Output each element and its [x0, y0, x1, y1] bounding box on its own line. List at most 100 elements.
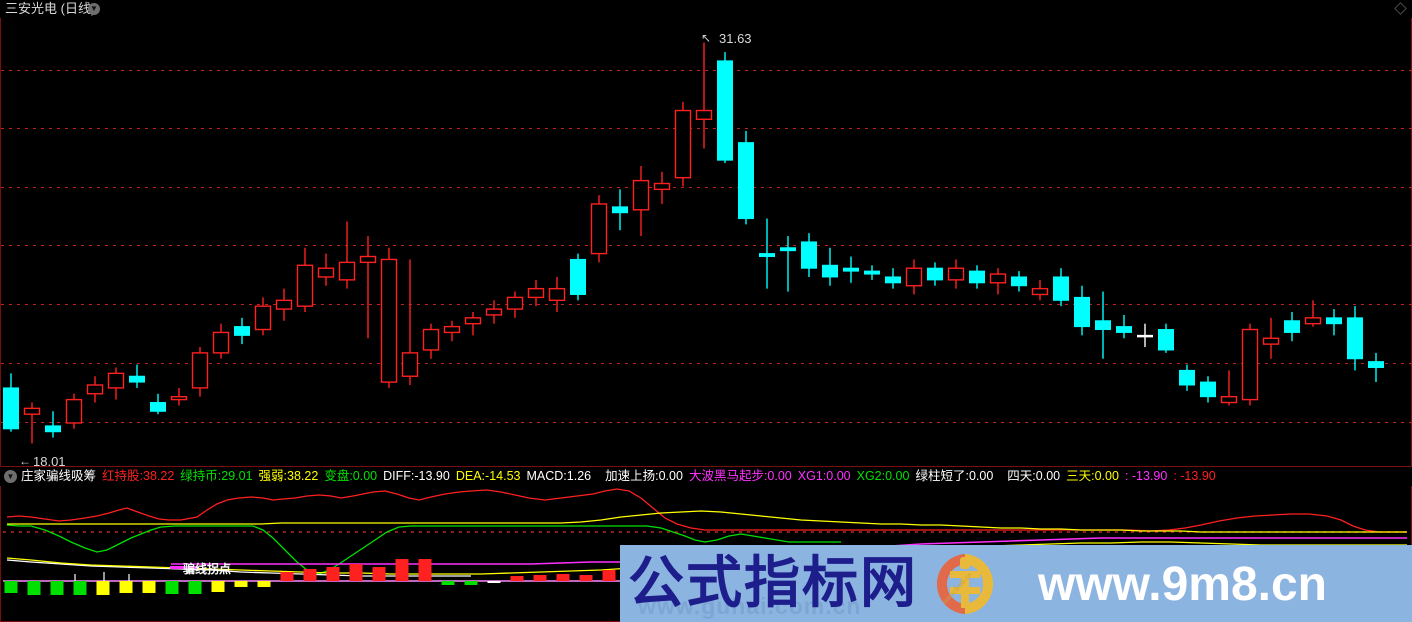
candle	[296, 247, 314, 312]
candle	[212, 323, 230, 359]
candle	[485, 300, 503, 324]
indicator-field-value: 0.00	[1035, 469, 1061, 483]
candle	[548, 276, 566, 312]
candle	[191, 347, 209, 397]
candle	[969, 265, 985, 289]
candle	[23, 402, 41, 444]
candle	[885, 268, 901, 289]
candle	[443, 320, 461, 342]
low-marker: ←	[19, 454, 31, 468]
candle	[1326, 309, 1342, 336]
candle	[1011, 271, 1027, 292]
candle	[3, 373, 19, 432]
candle	[612, 189, 628, 231]
indicator-field-label: MACD:	[526, 469, 567, 483]
histogram-bar	[579, 575, 593, 581]
histogram-bar	[165, 581, 179, 594]
sub-yellow-band	[7, 510, 1407, 533]
histogram-bar	[303, 569, 317, 581]
gridline-2	[1, 187, 1412, 188]
histogram-bar	[372, 567, 386, 581]
candle	[338, 221, 356, 289]
candle	[1241, 323, 1259, 406]
candle	[506, 291, 524, 318]
indicator-field-value: -13.90	[414, 469, 450, 483]
indicator-field-label: 四天:	[1007, 469, 1036, 483]
candle	[989, 268, 1007, 295]
candle	[234, 317, 250, 345]
indicator-field-label: DIFF:	[383, 469, 415, 483]
candle	[1284, 312, 1300, 342]
gridline-3	[1, 245, 1412, 246]
histogram-bar	[349, 564, 363, 581]
histogram-bar	[326, 567, 340, 581]
candle	[527, 279, 545, 307]
gridline-6	[1, 422, 1412, 423]
price-chart-pane[interactable]: ↖ 31.63 ← 18.01 跌	[0, 18, 1412, 482]
indicator-field-value: 0.00	[885, 469, 910, 483]
indicator-field-value: 0.00	[767, 469, 792, 483]
indicator-field-value: 1.26	[566, 469, 592, 483]
candle	[129, 364, 145, 388]
indicator-field-value: -14.53	[485, 469, 521, 483]
chevron-down-icon[interactable]: ▼	[4, 470, 17, 483]
candle	[254, 297, 272, 336]
gridline-0	[1, 70, 1412, 71]
indicator-field-value: 0.00	[658, 469, 683, 483]
chevron-down-icon[interactable]: ▼	[88, 3, 100, 15]
candle	[801, 233, 817, 277]
candle	[1179, 364, 1195, 391]
gridline-1	[1, 128, 1412, 129]
candle	[1158, 323, 1174, 353]
candle	[905, 259, 923, 295]
candle	[947, 259, 965, 289]
indicator-field-value: 0.00	[352, 469, 378, 483]
histogram-bar	[234, 581, 248, 587]
candle	[380, 247, 398, 388]
indicator-field-label: 绿持币:	[180, 469, 222, 483]
indicator-field-value: 38.22	[287, 469, 319, 483]
indicator-name: 庄家骗线吸筹	[21, 469, 97, 483]
candle	[45, 411, 61, 438]
candle	[317, 253, 335, 286]
watermark-banner: www.guhai.com.cn 公式指标网 www.9m8.cn www.9m…	[620, 545, 1412, 622]
candle	[653, 171, 671, 204]
watermark-brand: 公式指标网	[628, 551, 918, 614]
indicator-field-label: 红持股:	[102, 469, 143, 483]
histogram-bar	[602, 570, 616, 581]
candle	[1262, 317, 1280, 359]
indicator-field-label: 绿柱短了:	[915, 469, 969, 483]
candle	[1347, 306, 1363, 371]
high-marker: ↖	[701, 31, 712, 45]
histogram-bar	[257, 581, 271, 587]
candle	[1200, 376, 1216, 403]
indicator-field-label: 加速上扬:	[605, 469, 659, 483]
candle	[1095, 291, 1111, 359]
candle	[401, 259, 419, 385]
candle	[590, 195, 608, 263]
indicator-field-value: 0.00	[968, 469, 994, 483]
title-bar: 三安光电 (日线) ▼	[0, 0, 1412, 18]
histogram-bar	[188, 581, 202, 594]
watermark-url: www.9m8.cn	[1038, 558, 1327, 611]
histogram-bar	[487, 581, 501, 583]
diamond-icon[interactable]	[1394, 2, 1407, 15]
candle	[86, 376, 104, 403]
indicator-field-value: 0.00	[826, 469, 851, 483]
indicator-field-label: 强弱:	[258, 469, 288, 483]
histogram-bar	[119, 581, 133, 593]
site-logo-icon	[936, 554, 994, 614]
candle	[738, 130, 754, 225]
gridline-5	[1, 363, 1412, 364]
candle	[822, 247, 838, 286]
histogram-bar	[533, 575, 547, 581]
indicator-tail-value: : -13.90	[1173, 469, 1216, 483]
page-title: 三安光电 (日线)	[5, 1, 96, 16]
indicator-field-label: 三天:	[1066, 469, 1095, 483]
histogram-bar	[73, 581, 87, 595]
candle	[1053, 268, 1069, 307]
indicator-status-bar[interactable]: ▼ 庄家骗线吸筹 红持股: 38.22 绿持币: 29.01 强弱: 38.22 变盘: …	[0, 466, 1412, 486]
candle	[1368, 352, 1384, 383]
candle	[864, 265, 880, 280]
